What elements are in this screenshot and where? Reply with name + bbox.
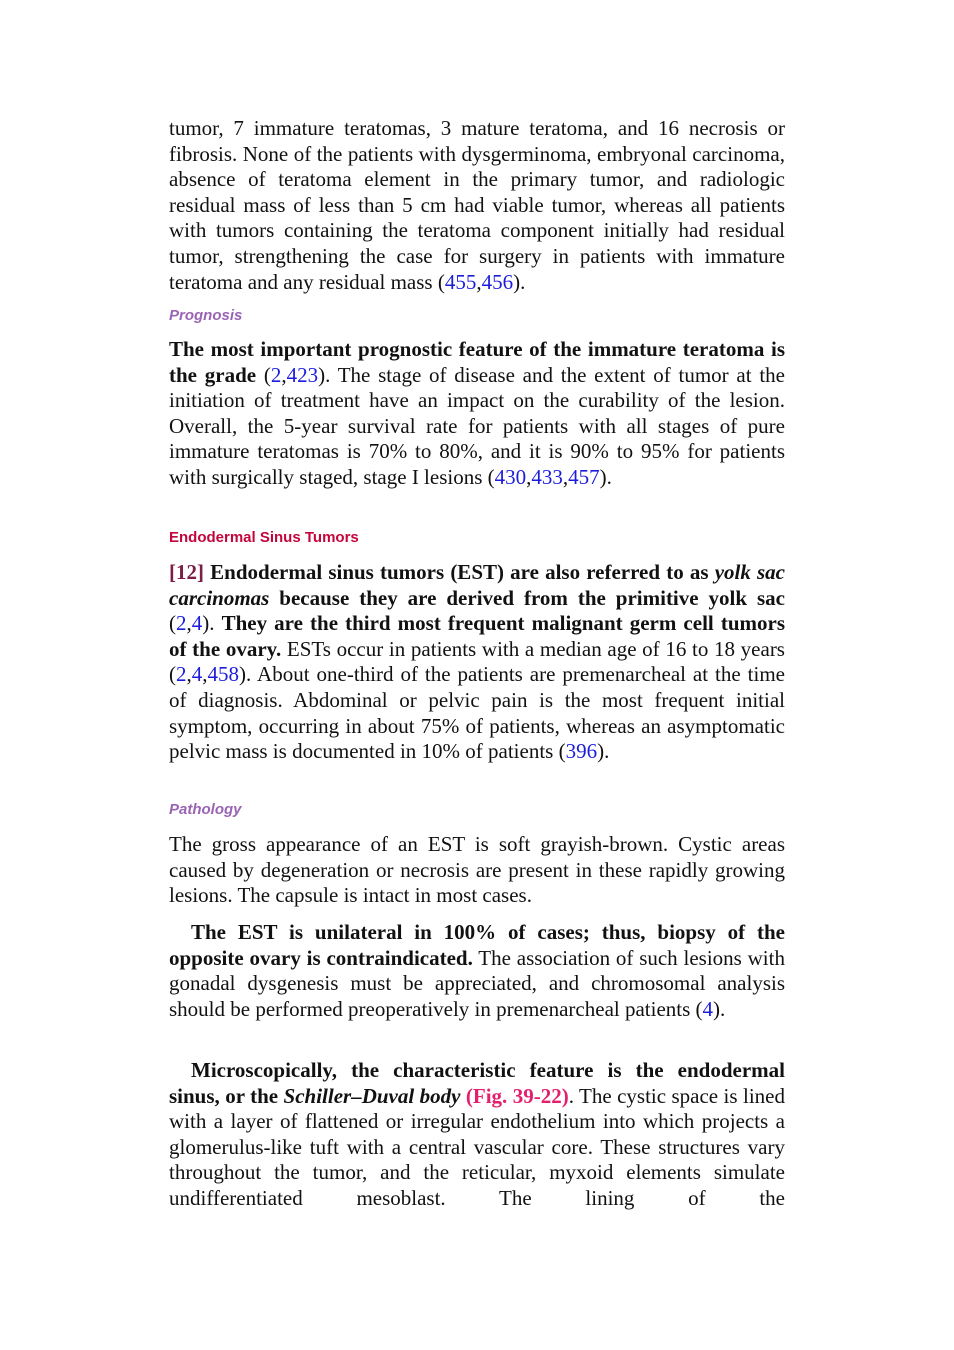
text: ).: [713, 996, 726, 1021]
citation-link[interactable]: 433: [531, 464, 563, 489]
paragraph: The EST is unilateral in 100% of cases; …: [169, 920, 785, 1022]
citation-link[interactable]: 457: [568, 464, 600, 489]
citation-link[interactable]: 4: [191, 611, 203, 636]
citation-link[interactable]: 4: [191, 662, 203, 687]
figure-link[interactable]: (Fig. 39-22): [460, 1083, 569, 1108]
text: ). The stage of disease and the extent o…: [169, 362, 785, 489]
section-heading: Endodermal Sinus Tumors: [169, 529, 359, 546]
text: . The cystic space is lined with a layer…: [169, 1083, 785, 1210]
bold-text: They are the third most frequent maligna…: [169, 611, 785, 661]
bold-text: Microscopically, the characteristic feat…: [169, 1058, 785, 1108]
text: The gross appearance of an EST is soft g…: [169, 832, 785, 908]
citation-link[interactable]: 2: [176, 662, 187, 687]
bold-text: Endodermal sinus tumors (EST) are also r…: [204, 560, 715, 584]
text: ,: [281, 362, 287, 387]
citation-link[interactable]: 455: [444, 269, 477, 294]
text: ,: [186, 611, 192, 636]
paragraph: The gross appearance of an EST is soft g…: [169, 832, 785, 909]
text: tumor, 7 immature teratomas, 3 mature te…: [169, 116, 785, 294]
section-heading: Prognosis: [169, 307, 243, 324]
reference-marker: [12]: [169, 560, 204, 584]
bold-text: The EST is unilateral in 100% of cases; …: [169, 920, 785, 970]
paragraph: Microscopically, the characteristic feat…: [169, 1058, 785, 1212]
citation-link[interactable]: 456: [481, 269, 514, 294]
text: ,: [476, 269, 482, 294]
text: The association of such lesions with gon…: [169, 945, 785, 1021]
paragraph: [12] Endodermal sinus tumors (EST) are a…: [169, 560, 785, 765]
text: ,: [562, 464, 569, 489]
paragraph: tumor, 7 immature teratomas, 3 mature te…: [169, 116, 785, 295]
text: ESTs occur in patients with a median age…: [169, 636, 785, 687]
text: ).: [597, 739, 610, 764]
text: ,: [202, 662, 208, 687]
citation-link[interactable]: 2: [270, 362, 282, 387]
citation-link[interactable]: 2: [176, 611, 187, 636]
citation-link[interactable]: 458: [207, 662, 240, 687]
citation-link[interactable]: 4: [702, 996, 714, 1021]
bold-text: The most important prognostic feature of…: [169, 337, 785, 387]
text: (: [169, 611, 176, 636]
citation-link[interactable]: 430: [494, 464, 527, 489]
section-heading: Pathology: [169, 801, 242, 818]
citation-link[interactable]: 423: [286, 362, 319, 387]
paragraph: The most important prognostic feature of…: [169, 337, 785, 491]
text: (: [256, 362, 271, 387]
text: ).: [599, 464, 612, 489]
bold-italic-text: yolk sac carcinomas: [169, 560, 785, 610]
text: ).: [202, 611, 222, 636]
text: ,: [186, 662, 192, 687]
bold-italic-text: Schiller–Duval body: [283, 1083, 461, 1108]
bold-text: because they are derived from the primit…: [269, 585, 785, 610]
text: ).: [513, 269, 526, 294]
citation-link[interactable]: 396: [565, 739, 598, 764]
text: ). About one-third of the patients are p…: [169, 662, 785, 764]
text: ,: [526, 464, 532, 489]
